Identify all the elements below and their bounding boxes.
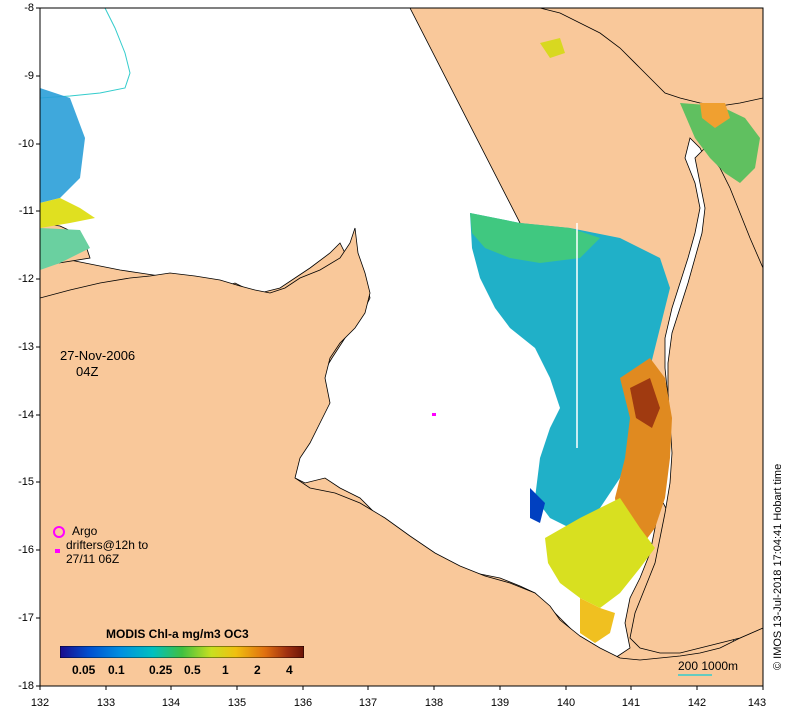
chl-swath-yellow-west	[40, 198, 95, 228]
chl-swath-blue-west	[40, 88, 85, 203]
lon-label: 141	[621, 697, 641, 709]
lat-label: -14	[18, 409, 34, 421]
colorbar-tick: 0.25	[149, 663, 173, 677]
colorbar-tick: 0.5	[184, 663, 201, 677]
lon-label: 137	[358, 697, 378, 709]
drifter-marker[interactable]	[432, 413, 436, 416]
legend-drifters-1: drifters@12h to	[66, 538, 149, 552]
chl-swath-main	[470, 213, 670, 528]
legend-drifters-2: 27/11 06Z	[66, 552, 120, 566]
lat-label: -8	[24, 2, 34, 14]
chl-swath-ne	[680, 103, 760, 183]
lon-label: 140	[556, 697, 576, 709]
chl-swath-green-top	[470, 213, 600, 263]
lon-label: 136	[293, 697, 313, 709]
legend-argo: Argo	[72, 524, 98, 538]
legend-symbols	[53, 526, 65, 553]
colorbar-tick: 0.05	[72, 663, 96, 677]
chl-swath-blue-deep	[530, 488, 545, 523]
river	[40, 8, 131, 99]
lon-label: 134	[161, 697, 181, 709]
land-new-guinea	[410, 8, 763, 107]
lat-label: -15	[18, 476, 34, 488]
date-hour: 04Z	[76, 364, 99, 379]
chl-swath-ne-orange	[700, 103, 730, 128]
lon-label: 138	[424, 697, 444, 709]
lat-label: -11	[18, 205, 34, 217]
lat-label: -18	[18, 680, 34, 692]
lon-label: 143	[747, 697, 767, 709]
depth-scale-line	[678, 674, 712, 676]
chl-swath-yellow-south	[580, 598, 615, 643]
depth-scale-label: 200 1000m	[678, 659, 739, 673]
lat-label: -16	[18, 544, 34, 556]
chl-swath-dark	[630, 378, 660, 428]
lat-label: -12	[18, 273, 34, 285]
drifter-icon	[55, 549, 60, 553]
chlorophyll-map	[40, 8, 763, 686]
map-panel[interactable]	[40, 8, 763, 686]
chl-swath-green-west	[40, 228, 90, 270]
lat-label: -10	[18, 138, 34, 150]
chl-swath-yellow	[545, 498, 655, 608]
colorbar-tick: 4	[286, 663, 293, 677]
colorbar-tick: 0.1	[108, 663, 125, 677]
lon-label: 139	[490, 697, 510, 709]
x-ticks	[39, 686, 764, 690]
land-gulf-south	[40, 227, 763, 686]
date-day: 27-Nov-2006	[60, 348, 136, 363]
lon-label: 135	[227, 697, 247, 709]
colorbar-tick: 1	[222, 663, 229, 677]
lon-label: 133	[96, 697, 116, 709]
credit-text: © IMOS 13-Jul-2018 17:04:41 Hobart time	[772, 463, 784, 670]
colorbar-title: MODIS Chl-a mg/m3 OC3	[106, 627, 249, 641]
colorbar	[60, 646, 304, 658]
chl-swath-top-yellow	[540, 38, 565, 58]
map-border	[39, 7, 764, 687]
y-ticks	[36, 7, 40, 687]
lat-label: -9	[24, 70, 34, 82]
lat-label: -17	[18, 612, 34, 624]
lon-label: 132	[30, 697, 50, 709]
lat-label: -13	[18, 341, 34, 353]
colorbar-tick: 2	[254, 663, 261, 677]
argo-icon	[53, 526, 65, 538]
lon-label: 142	[687, 697, 707, 709]
